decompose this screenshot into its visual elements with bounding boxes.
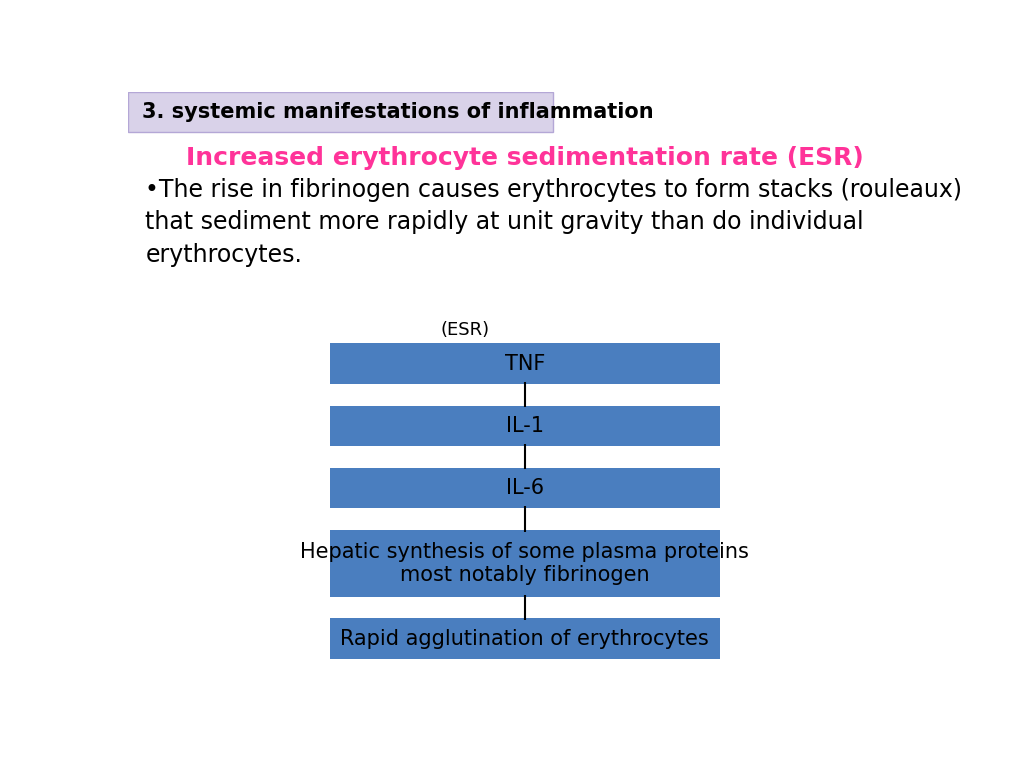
FancyBboxPatch shape	[330, 618, 720, 659]
Text: Rapid agglutination of erythrocytes: Rapid agglutination of erythrocytes	[340, 628, 710, 649]
Text: 3. systemic manifestations of inflammation: 3. systemic manifestations of inflammati…	[142, 101, 654, 121]
Text: TNF: TNF	[505, 353, 545, 373]
FancyBboxPatch shape	[330, 530, 720, 597]
FancyBboxPatch shape	[330, 343, 720, 384]
FancyBboxPatch shape	[330, 468, 720, 508]
Text: Hepatic synthesis of some plasma proteins
most notably fibrinogen: Hepatic synthesis of some plasma protein…	[300, 541, 750, 584]
Text: Increased erythrocyte sedimentation rate (ESR): Increased erythrocyte sedimentation rate…	[186, 147, 863, 170]
Text: (ESR): (ESR)	[440, 322, 489, 339]
FancyBboxPatch shape	[330, 406, 720, 445]
FancyBboxPatch shape	[128, 91, 553, 132]
Text: IL-1: IL-1	[506, 415, 544, 435]
Text: IL-6: IL-6	[506, 478, 544, 498]
Text: •The rise in fibrinogen causes erythrocytes to form stacks (rouleaux)
that sedim: •The rise in fibrinogen causes erythrocy…	[145, 178, 963, 267]
